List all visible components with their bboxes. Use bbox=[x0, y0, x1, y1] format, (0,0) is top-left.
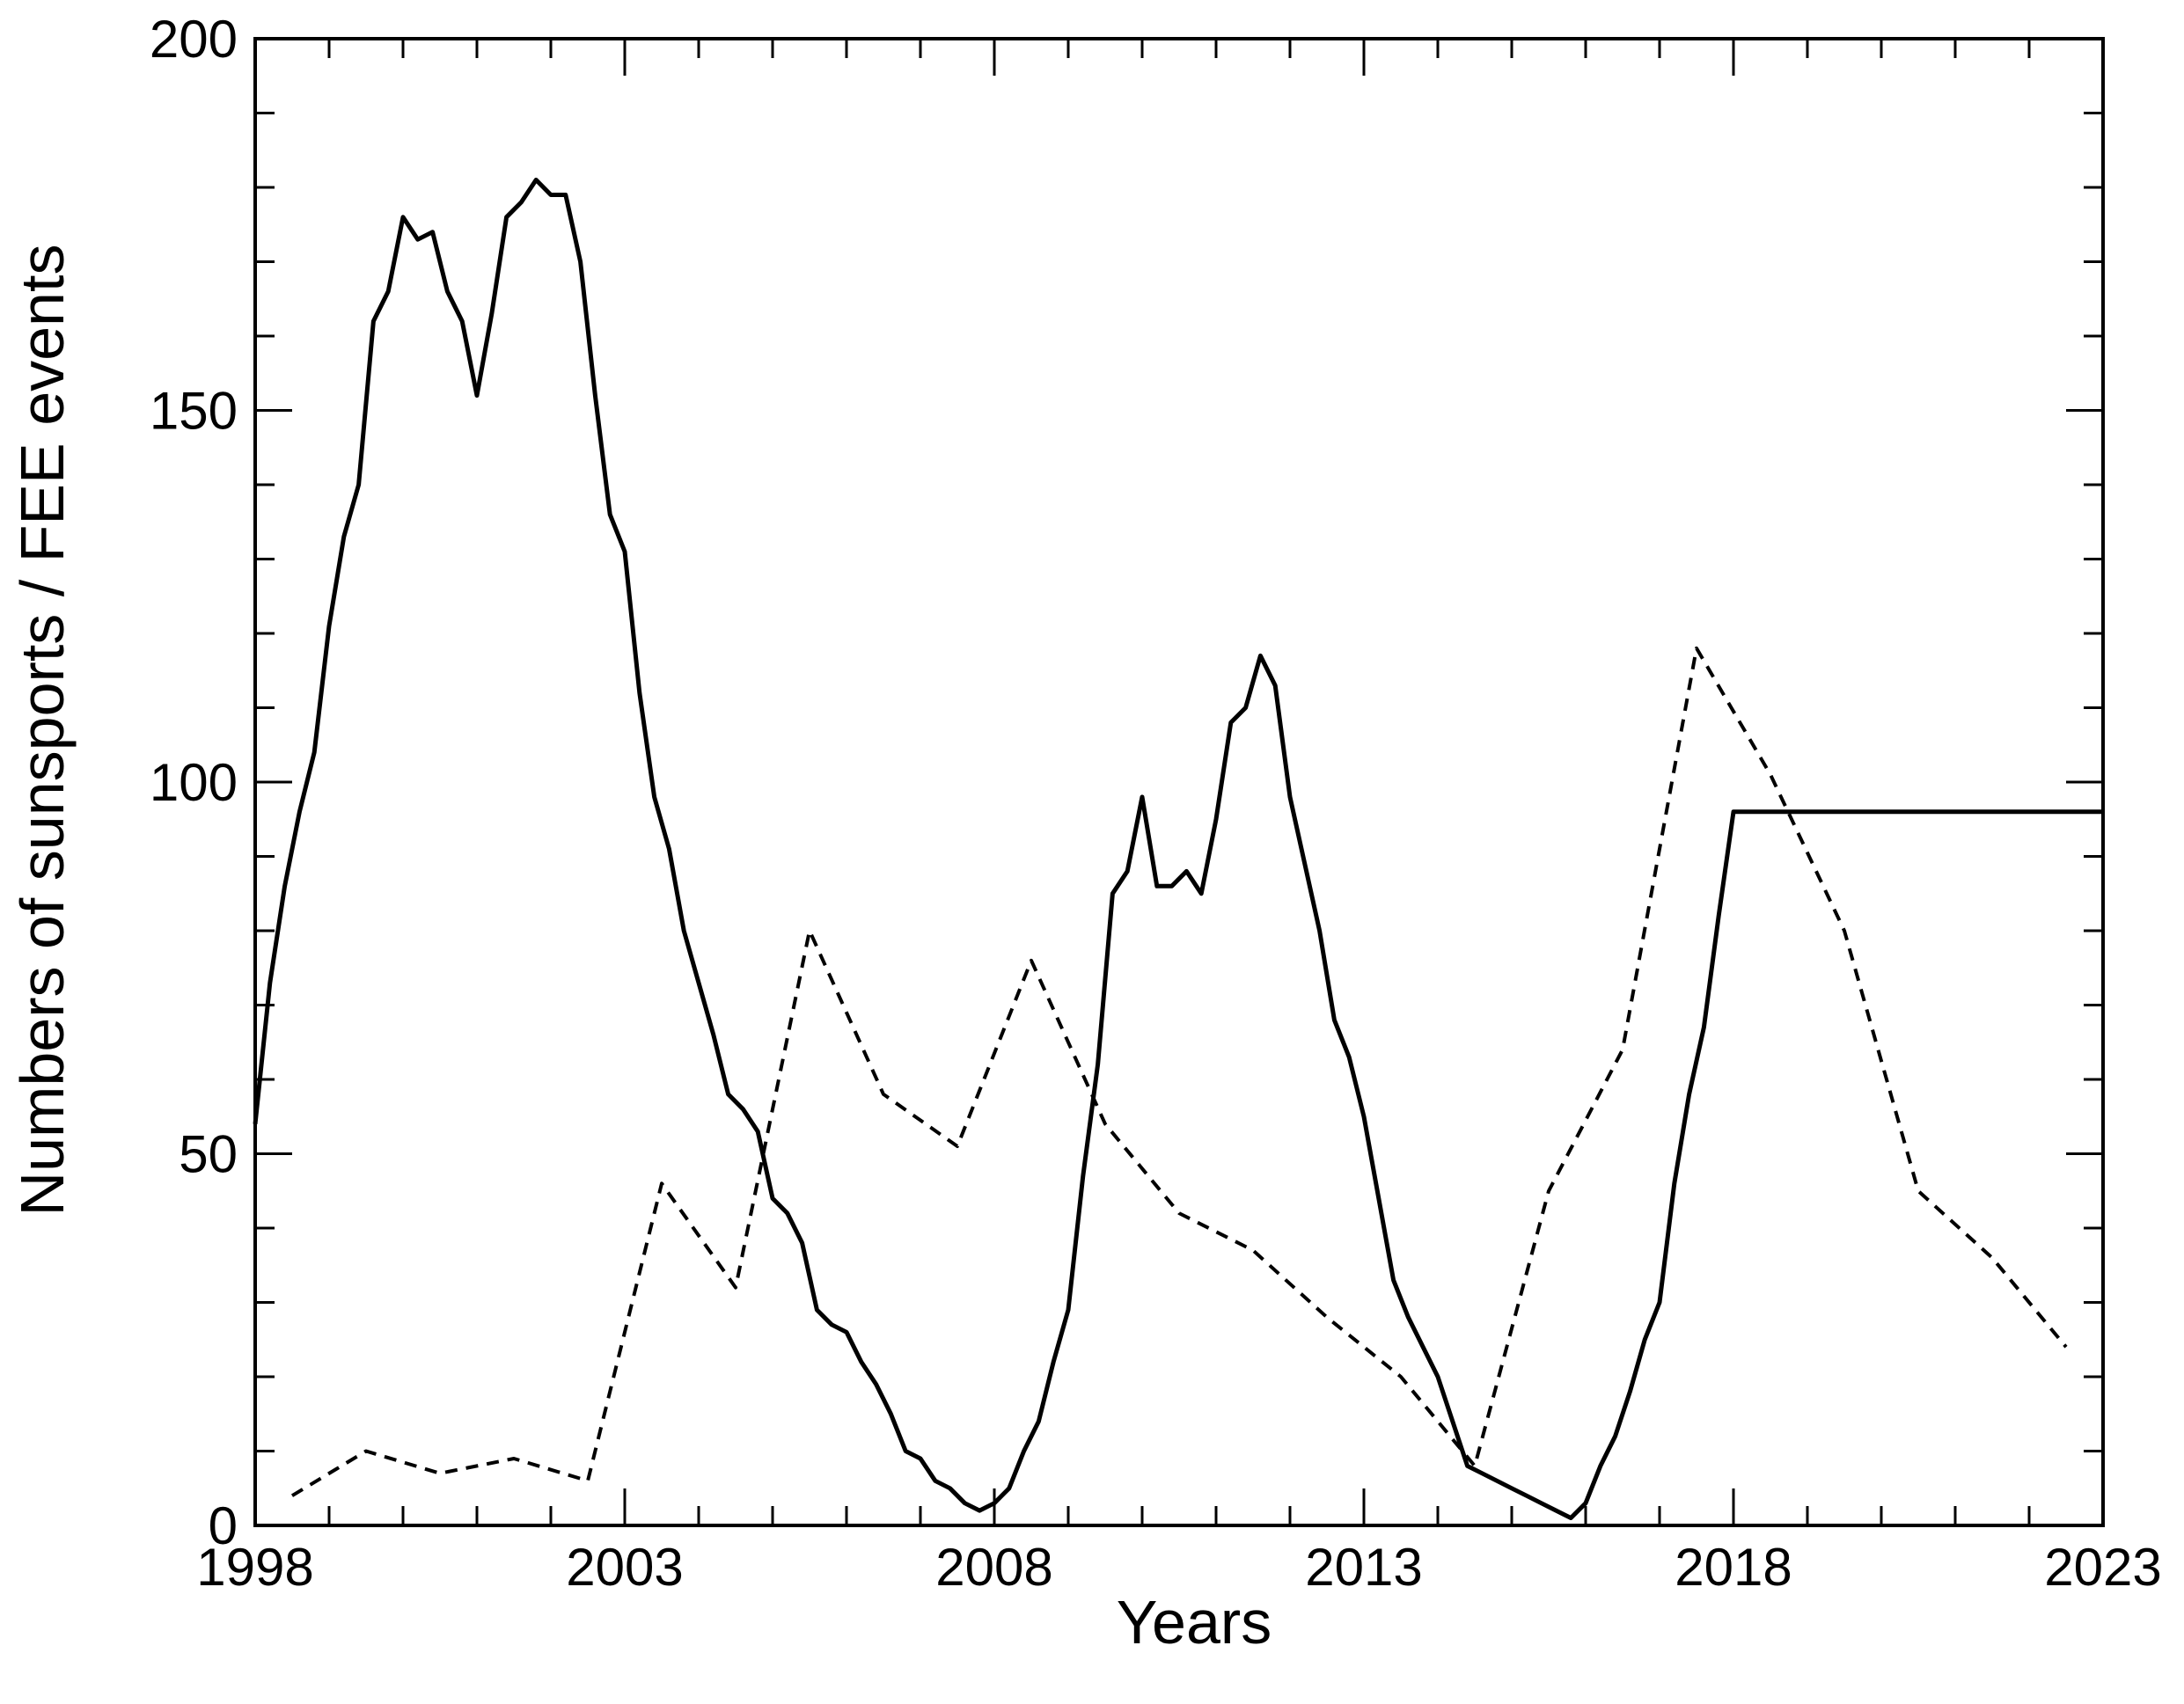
x-tick-label: 2013 bbox=[1305, 1538, 1422, 1597]
x-tick-labels: 1998 2003 2008 2013 2018 2023 bbox=[196, 1538, 2161, 1597]
solid-series-line bbox=[253, 178, 2103, 1520]
y-tick-label: 200 bbox=[150, 10, 238, 69]
x-tick-label: 2003 bbox=[566, 1538, 683, 1597]
series-layer bbox=[253, 178, 2103, 1520]
x-tick-label: 2023 bbox=[2044, 1538, 2161, 1597]
x-tick-label: 2008 bbox=[935, 1538, 1052, 1597]
plot-frame bbox=[253, 37, 2105, 1527]
y-tick-labels: 0 50 100 150 200 bbox=[150, 10, 238, 1555]
y-tick-label: 100 bbox=[150, 753, 238, 812]
x-tick-label: 1998 bbox=[196, 1538, 313, 1597]
minor-ticks bbox=[255, 39, 2103, 1525]
y-axis-title: Numbers of sunsports / FEE events bbox=[8, 245, 77, 1217]
x-axis-title: Years bbox=[1117, 1588, 1272, 1656]
y-tick-label: 150 bbox=[150, 382, 238, 441]
y-tick-label: 50 bbox=[179, 1125, 238, 1184]
y-tick-label: 0 bbox=[209, 1496, 238, 1555]
major-ticks bbox=[253, 37, 2105, 1527]
x-tick-label: 2018 bbox=[1675, 1538, 1792, 1597]
dashed-series-line bbox=[290, 646, 2068, 1497]
